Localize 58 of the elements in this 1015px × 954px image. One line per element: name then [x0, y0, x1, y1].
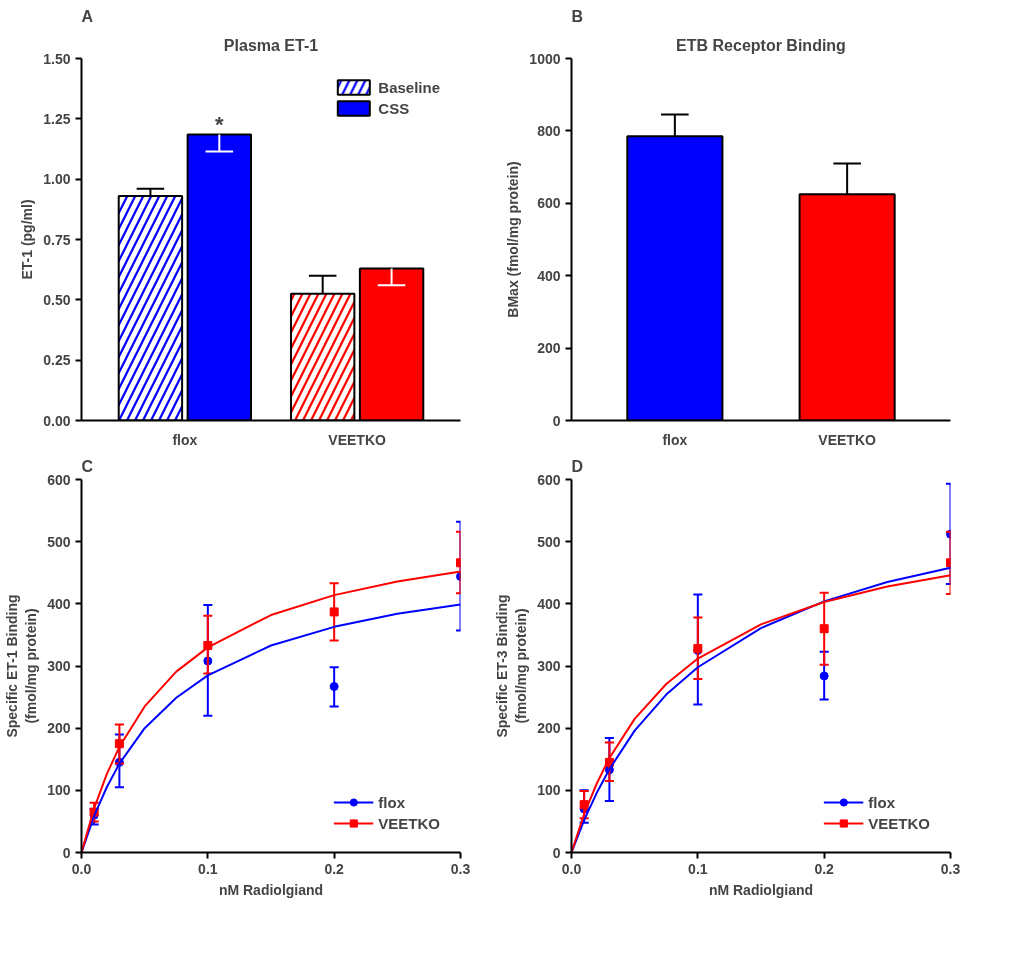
y-tick-label: 400 [537, 595, 561, 612]
y-tick-label: 0 [62, 844, 71, 861]
y-tick-label: 0.50 [43, 291, 71, 308]
x-tick-label: 0.1 [198, 860, 218, 877]
chart-title: Plasma ET-1 [223, 36, 319, 54]
y-tick-label: 400 [47, 595, 71, 612]
x-tick-label: 0.2 [324, 860, 345, 877]
chart-title: ETB Receptor Binding [676, 36, 846, 54]
y-tick-label: 1.50 [43, 50, 71, 67]
y-tick-label: 100 [537, 782, 561, 799]
legend-label: Baseline [378, 78, 440, 96]
y-tick-label: 800 [537, 122, 561, 139]
legend-label: CSS [378, 99, 410, 117]
x-tick-label: 0.1 [688, 860, 708, 877]
y-tick-label: 400 [537, 267, 561, 284]
x-tick-label: VEETKO [328, 431, 387, 448]
y-tick-label: 1000 [529, 50, 561, 67]
y-tick-label: 300 [47, 658, 71, 674]
legend-label: VEETKO [868, 814, 930, 832]
x-axis-title: nM Radiolgiand [218, 881, 324, 898]
annotation: * [215, 111, 225, 137]
y-tick-label: 600 [47, 471, 71, 488]
y-tick-label: 200 [537, 340, 561, 357]
y-tick-label: 0 [552, 844, 561, 861]
y-tick-label: 0.25 [43, 352, 71, 369]
y-tick-label: 1.25 [43, 110, 71, 127]
y-tick-label: 100 [47, 782, 71, 799]
y-tick-label: 0.00 [43, 412, 71, 429]
y-tick-label: 500 [47, 533, 71, 550]
text: C [81, 457, 94, 475]
y-axis-title: ET-1 (pg/ml) [19, 199, 36, 280]
y-tick-label: 600 [537, 471, 561, 488]
legend-label: VEETKO [378, 814, 440, 832]
y-tick-label: 600 [537, 195, 561, 212]
legend-label: flox [378, 793, 405, 811]
text: B [571, 7, 584, 25]
y-tick-label: 0 [552, 412, 561, 429]
y-tick-label: 0.75 [43, 231, 71, 248]
x-tick-label: VEETKO [818, 431, 877, 448]
legend-label: flox [868, 793, 895, 811]
y-axis-title: Specific ET-3 Binding (fmol/mg protein) [493, 594, 530, 738]
x-tick-label: 0.2 [814, 860, 835, 877]
x-tick-label: flox [662, 431, 688, 448]
y-tick-label: 300 [537, 658, 561, 674]
text: D [571, 457, 584, 475]
x-tick-label: 0.3 [940, 860, 961, 877]
x-tick-label: flox [172, 431, 198, 448]
text: A [81, 7, 94, 25]
y-axis-title: Specific ET-1 Binding (fmol/mg protein) [3, 594, 40, 738]
y-tick-label: 200 [47, 720, 71, 737]
x-tick-label: 0.0 [561, 860, 582, 877]
y-tick-label: 1.00 [43, 171, 71, 188]
x-tick-label: 0.0 [71, 860, 92, 877]
y-tick-label: 500 [537, 533, 561, 550]
y-tick-label: 200 [537, 720, 561, 737]
y-axis-title: BMax (fmol/mg protein) [505, 161, 522, 318]
x-tick-label: 0.3 [450, 860, 471, 877]
x-axis-title: nM Radiolgiand [708, 881, 814, 898]
